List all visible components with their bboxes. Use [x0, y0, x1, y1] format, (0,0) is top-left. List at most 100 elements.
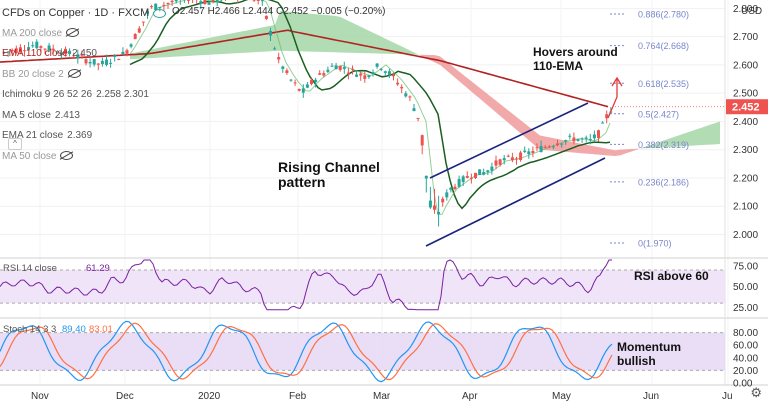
candle-body [187, 0, 190, 1]
ichimoku-cloud-segment [350, 21, 355, 53]
ichimoku-cloud-segment [630, 148, 635, 152]
legend-row[interactable]: MA 200 close [2, 24, 166, 45]
legend-label: EMA 21 close [2, 130, 64, 141]
candle-body [105, 59, 108, 65]
ichimoku-cloud-segment [705, 124, 710, 145]
ichimoku-cloud-segment [355, 24, 360, 54]
candle-body [453, 186, 457, 189]
stoch-legend-label: Stoch 14 3 3 [3, 324, 56, 335]
last-price-label: 2.452 [732, 102, 760, 114]
ichimoku-cloud-segment [220, 34, 225, 55]
annotation-momentum: bullish [617, 354, 656, 368]
ichimoku-cloud-segment [340, 16, 345, 53]
candle-body [6, 51, 10, 53]
ichimoku-cloud-segment [195, 39, 200, 56]
candle-body [457, 179, 461, 187]
stoch-k-line [0, 320, 613, 383]
stoch-tick-label: 80.00 [733, 328, 758, 339]
candle-body [269, 30, 272, 36]
candle-body [92, 59, 96, 65]
candle-body [2, 52, 6, 54]
ichimoku-cloud-segment [510, 111, 515, 129]
candle-body [215, 0, 219, 3]
candle-body [486, 170, 490, 173]
candle-body [289, 79, 293, 81]
collapse-legend-icon[interactable]: ^ [8, 138, 22, 150]
candle-body [592, 134, 596, 139]
eye-hidden-icon[interactable] [66, 28, 80, 38]
candle-body [14, 48, 18, 53]
rsi-legend-value: 61.29 [86, 263, 110, 274]
candle-body [256, 0, 260, 1]
candle-body [252, 0, 256, 1]
legend-row[interactable]: MA 5 close 2.413 [2, 106, 166, 127]
ichimoku-cloud-segment [180, 42, 185, 57]
ichimoku-cloud-segment [380, 36, 385, 54]
ichimoku-cloud-segment [365, 28, 370, 54]
ichimoku-cloud-segment [480, 88, 485, 104]
ichimoku-cloud-segment [385, 38, 390, 54]
price-tick-label: 2.200 [733, 173, 758, 184]
candle-body [605, 114, 609, 119]
fib-level-label: 0.382(2.319) [638, 140, 689, 150]
candle-body [363, 75, 367, 79]
ichimoku-cloud-segment [645, 145, 650, 149]
candle-body [27, 47, 31, 50]
candle-body [531, 150, 535, 154]
candle-body [305, 84, 309, 88]
ichimoku-cloud-segment [685, 131, 690, 147]
eye-hidden-icon[interactable] [60, 151, 74, 161]
time-tick-label: Mar [373, 391, 391, 402]
candle-body [560, 143, 564, 145]
time-tick-label: Dec [116, 391, 134, 402]
candle-body [424, 175, 428, 179]
legend-row[interactable]: EMA 21 close 2.369 [2, 126, 166, 147]
annotation-channel: Rising Channel [278, 159, 380, 175]
stoch-tick-label: 20.00 [733, 366, 758, 377]
time-tick-label: Apr [462, 391, 478, 402]
candle-body [125, 50, 129, 54]
ichimoku-cloud-segment [235, 31, 240, 54]
ichimoku-cloud-segment [655, 141, 660, 148]
candle-body [527, 151, 531, 155]
candle-body [47, 45, 51, 51]
candle-body [301, 88, 305, 93]
gear-icon[interactable]: ⚙ [750, 385, 762, 400]
eye-icon[interactable] [153, 8, 167, 18]
ichimoku-cloud-segment [680, 133, 685, 147]
ichimoku-cloud-segment [240, 30, 245, 54]
ichimoku-cloud-segment [335, 15, 340, 53]
candle-body [597, 130, 600, 138]
ichimoku-cloud-segment [475, 84, 480, 99]
symbol-title[interactable]: CFDs on Copper · 1D · FXCM [2, 3, 167, 24]
ichimoku-cloud-segment [205, 37, 210, 55]
target-arrow-line [607, 79, 618, 119]
candle-body [150, 6, 154, 8]
candle-body [580, 138, 584, 140]
legend-label: BB 20 close 2 [2, 68, 64, 80]
candle-body [68, 50, 72, 54]
candle-body [519, 152, 523, 161]
ichimoku-cloud-segment [405, 48, 410, 55]
candle-body [506, 155, 510, 157]
ichimoku-cloud-segment [600, 147, 605, 156]
legend-row[interactable]: Ichimoku 9 26 52 26 2.258 2.301 [2, 85, 166, 106]
candle-body [133, 33, 137, 40]
rsi-band [0, 269, 725, 304]
candle-body [433, 205, 436, 210]
candle-body [461, 176, 465, 182]
eye-hidden-icon[interactable] [67, 69, 81, 79]
legend-row[interactable]: EMA 110 close 2.450 [2, 44, 166, 65]
legend-row[interactable]: BB 20 close 2 [2, 65, 166, 86]
candle-body [392, 74, 395, 77]
ichimoku-cloud-segment [660, 140, 665, 148]
legend-label: EMA 110 close [2, 48, 68, 59]
ichimoku-cloud-segment [375, 33, 380, 54]
fib-level-label: 0.886(2.780) [638, 9, 689, 19]
candle-body [346, 72, 350, 74]
ichimoku-cloud-segment [505, 107, 510, 125]
ichimoku-cloud-segment [615, 149, 620, 157]
legend-row[interactable]: MA 50 close [2, 147, 166, 168]
candle-body [330, 65, 334, 67]
